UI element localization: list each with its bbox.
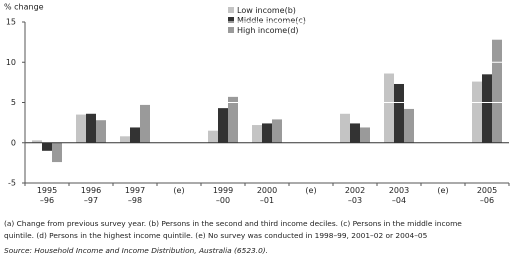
bar	[140, 104, 150, 143]
bar	[32, 140, 42, 143]
bar	[218, 108, 228, 143]
legend-label: Low income(b)	[237, 6, 296, 15]
footnote: quintile. (d) Persons in the highest inc…	[4, 231, 428, 240]
bar	[482, 74, 492, 143]
bar	[228, 96, 238, 143]
bar	[340, 113, 350, 143]
y-tick-label: 5	[11, 98, 16, 107]
bar	[472, 81, 482, 143]
bar	[130, 127, 140, 143]
x-tick-label: 1995 –96	[36, 186, 58, 205]
bar	[52, 142, 62, 163]
bar	[76, 114, 86, 143]
bar	[42, 142, 52, 151]
legend-swatch	[228, 7, 234, 13]
bar	[394, 83, 404, 143]
x-tick-label: 1999 –00	[212, 186, 234, 205]
bar	[96, 120, 106, 143]
bar	[272, 119, 282, 143]
bar	[262, 123, 272, 143]
x-tick-label: (e)	[437, 186, 449, 195]
bar	[360, 127, 370, 143]
bar	[86, 113, 96, 143]
bar	[384, 73, 394, 143]
bar	[252, 125, 262, 143]
legend-swatch	[228, 17, 234, 23]
bar	[350, 123, 360, 143]
bar	[404, 108, 414, 143]
x-tick-label: 1996 –97	[80, 186, 102, 205]
bar	[492, 39, 502, 143]
y-tick-label: 0	[11, 138, 16, 147]
y-axis-label: % change	[4, 3, 44, 12]
x-tick-label: 2002 –03	[344, 186, 366, 205]
source: Source: Household Income and Income Dist…	[4, 246, 269, 255]
x-tick-label: (e)	[305, 186, 317, 195]
legend-swatch	[228, 27, 234, 33]
x-tick-label: 2005 –06	[476, 186, 498, 205]
y-tick-label: 10	[6, 58, 16, 67]
x-tick-label: 2000 –01	[256, 186, 278, 205]
bar	[120, 136, 130, 143]
y-tick-label: -5	[8, 179, 16, 188]
legend-label: Middle income(c)	[237, 16, 306, 25]
x-tick-label: (e)	[173, 186, 185, 195]
footnote: (a) Change from previous survey year. (b…	[4, 219, 462, 228]
legend-label: High income(d)	[237, 26, 299, 35]
bar	[208, 130, 218, 143]
x-tick-label: 1997 –98	[124, 186, 146, 205]
x-tick-label: 2003 –04	[388, 186, 410, 205]
chart: % change Low income(b)Middle income(c)Hi…	[4, 3, 510, 188]
y-tick-label: 15	[6, 18, 16, 27]
